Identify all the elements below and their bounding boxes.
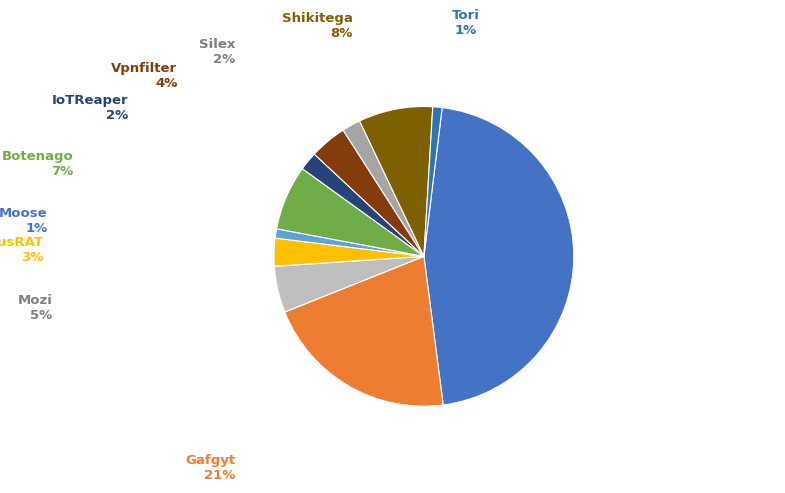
Wedge shape bbox=[424, 107, 442, 256]
Wedge shape bbox=[360, 106, 433, 256]
Wedge shape bbox=[343, 121, 424, 256]
Wedge shape bbox=[285, 256, 444, 406]
Wedge shape bbox=[274, 256, 424, 312]
Text: Mozi
5%: Mozi 5% bbox=[17, 294, 53, 322]
Wedge shape bbox=[424, 107, 574, 405]
Text: Shikitega
8%: Shikitega 8% bbox=[282, 12, 352, 40]
Wedge shape bbox=[314, 130, 424, 256]
Wedge shape bbox=[274, 238, 424, 266]
Text: Moose
1%: Moose 1% bbox=[0, 207, 48, 235]
Text: Tori
1%: Tori 1% bbox=[451, 9, 480, 37]
Text: Vpnfilter
4%: Vpnfilter 4% bbox=[111, 63, 177, 90]
Wedge shape bbox=[276, 229, 424, 256]
Text: Silex
2%: Silex 2% bbox=[199, 37, 235, 66]
Text: IoTReaper
2%: IoTReaper 2% bbox=[51, 94, 128, 122]
Text: HiatusRAT
3%: HiatusRAT 3% bbox=[0, 236, 43, 264]
Text: Botenago
7%: Botenago 7% bbox=[2, 150, 73, 178]
Wedge shape bbox=[276, 169, 424, 256]
Wedge shape bbox=[302, 154, 424, 256]
Text: Gafgyt
21%: Gafgyt 21% bbox=[185, 454, 236, 482]
